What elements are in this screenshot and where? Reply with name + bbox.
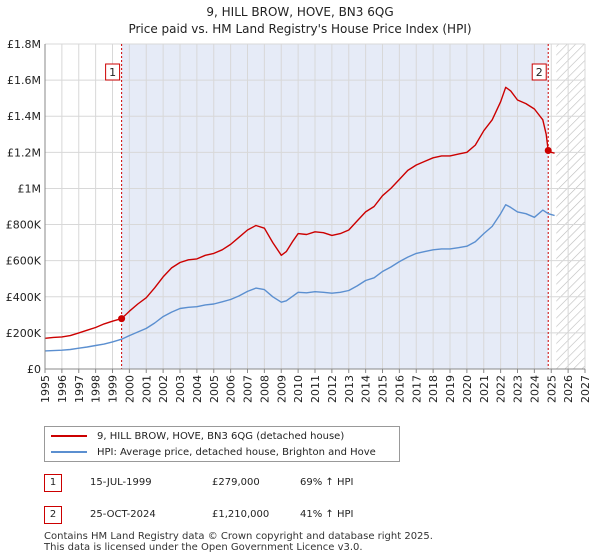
x-tick-label: 2014 [360, 375, 373, 403]
series-line-property [44, 86, 555, 339]
y-tick-label: £1.2M [7, 146, 41, 159]
x-tick-label: 2021 [478, 375, 491, 403]
x-tick-label: 2008 [258, 375, 271, 403]
x-tick-label: 2023 [512, 375, 525, 403]
x-tick-label: 1995 [39, 375, 52, 403]
marker-1-point [118, 315, 126, 323]
x-tick-label: 1996 [56, 375, 69, 403]
transaction-hpi: 69% ↑ HPI [300, 477, 354, 488]
x-tick-label: 2007 [242, 375, 255, 403]
x-tick-label: 2016 [393, 375, 406, 403]
x-tick-label: 2012 [326, 375, 339, 403]
y-tick-label: £1.6M [7, 74, 41, 87]
forecast-hatch [556, 44, 585, 369]
legend-item-property: 9, HILL BROW, HOVE, BN3 6QG (detached ho… [51, 429, 344, 445]
shaded-period [121, 44, 549, 369]
footer-line-1: Contains HM Land Registry data © Crown c… [44, 531, 433, 542]
x-tick-label: 2022 [495, 375, 508, 403]
x-tick-label: 2011 [309, 375, 322, 403]
legend-item-hpi: HPI: Average price, detached house, Brig… [51, 445, 376, 461]
x-tick-label: 2009 [275, 375, 288, 403]
x-tick-label: 2005 [208, 375, 221, 403]
y-tick-label: £0 [27, 363, 41, 376]
x-tick-label: 1998 [90, 375, 103, 403]
x-tick-label: 2018 [427, 375, 440, 403]
footer: Contains HM Land Registry data © Crown c… [44, 531, 584, 553]
x-tick-label: 2001 [140, 375, 153, 403]
x-tick-label: 1997 [73, 375, 86, 403]
chart-subtitle: Price paid vs. HM Land Registry's House … [128, 22, 472, 36]
x-tick-label: 2024 [528, 375, 541, 403]
transaction-row: 2 25-OCT-2024 £1,210,000 41% ↑ HPI [44, 506, 384, 524]
x-tick-label: 2003 [174, 375, 187, 403]
legend-swatch-hpi [51, 451, 87, 453]
y-tick-label: £800K [6, 219, 42, 232]
x-tick-label: 2013 [343, 375, 356, 403]
legend-label-property: 9, HILL BROW, HOVE, BN3 6QG (detached ho… [97, 431, 345, 442]
footer-line-2: This data is licensed under the Open Gov… [44, 542, 363, 553]
y-tick-label: £1.4M [7, 110, 41, 123]
x-tick-label: 2010 [292, 375, 305, 403]
x-tick-label: 2026 [562, 375, 575, 403]
x-tick-label: 2017 [410, 375, 423, 403]
y-tick-label: £400K [6, 291, 42, 304]
y-tick-label: £600K [6, 255, 42, 268]
x-tick-label: 2020 [461, 375, 474, 403]
legend-swatch-property [51, 435, 87, 437]
legend-label-hpi: HPI: Average price, detached house, Brig… [97, 447, 376, 458]
chart-title: 9, HILL BROW, HOVE, BN3 6QG [206, 5, 394, 19]
axes: £0 £200K £400K £600K £800K £1M £1.2M £1.4M £1.6M… [6, 38, 592, 403]
series-line-hpi [44, 203, 555, 352]
x-tick-label: 2004 [191, 375, 204, 403]
transaction-badge: 2 [44, 506, 62, 524]
x-tick-label: 2015 [377, 375, 390, 403]
marker-1-label: 1 [109, 66, 116, 79]
y-tick-label: £1.8M [7, 38, 41, 51]
transaction-price: £279,000 [212, 477, 260, 488]
x-tick-label: 2019 [444, 375, 457, 403]
series-layer [44, 86, 555, 352]
x-tick-label: 2000 [123, 375, 136, 403]
x-tick-label: 2002 [157, 375, 170, 403]
chart-title-block: 9, HILL BROW, HOVE, BN3 6QG Price paid v… [0, 4, 600, 38]
marker-1-box [105, 63, 121, 81]
x-tick-label: 2025 [545, 375, 558, 403]
transaction-price: £1,210,000 [212, 509, 270, 520]
transaction-date: 15-JUL-1999 [90, 477, 152, 488]
transaction-date: 25-OCT-2024 [90, 509, 156, 520]
x-tick-label: 1999 [107, 375, 120, 403]
marker-2-label: 2 [536, 66, 543, 79]
x-tick-label: 2006 [225, 375, 238, 403]
x-tick-label: 2027 [579, 375, 592, 403]
y-tick-label: £200K [6, 327, 42, 340]
legend: 9, HILL BROW, HOVE, BN3 6QG (detached ho… [44, 426, 400, 462]
y-tick-label: £1M [18, 182, 42, 195]
marker-2-box [531, 63, 547, 81]
marker-2-point [544, 147, 552, 155]
transaction-row: 1 15-JUL-1999 £279,000 69% ↑ HPI [44, 474, 384, 492]
transaction-hpi: 41% ↑ HPI [300, 509, 354, 520]
transaction-badge: 1 [44, 474, 62, 492]
